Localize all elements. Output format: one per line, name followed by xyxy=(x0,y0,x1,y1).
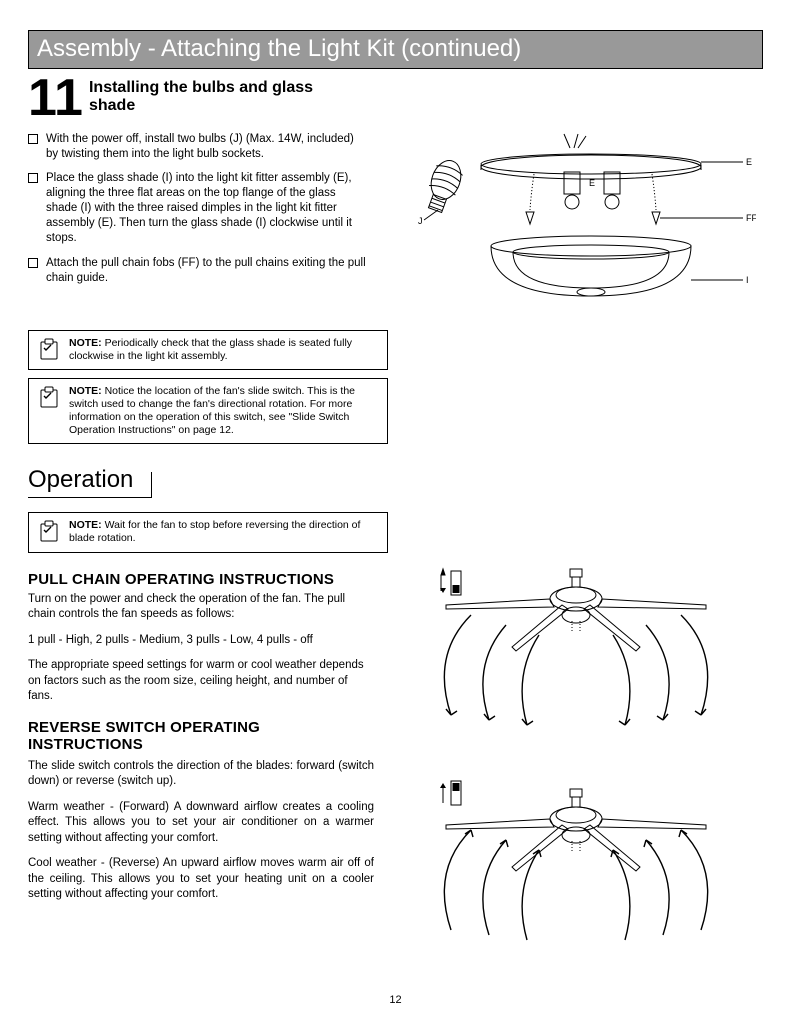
note-text: NOTE: Notice the location of the fan's s… xyxy=(69,385,379,438)
checklist-item: Attach the pull chain fobs (FF) to the p… xyxy=(46,256,368,286)
step-checklist: With the power off, install two bulbs (J… xyxy=(28,132,368,286)
subheading-pull-chain: PULL CHAIN OPERATING INSTRUCTIONS xyxy=(28,571,374,588)
fan-forward-diagram xyxy=(411,565,741,745)
step-title: Installing the bulbs and glass shade xyxy=(89,75,319,116)
page-title-bar: Assembly - Attaching the Light Kit (cont… xyxy=(28,30,763,69)
body-text: Turn on the power and check the operatio… xyxy=(28,592,374,623)
body-text: The appropriate speed settings for warm … xyxy=(28,658,374,705)
note-box: NOTE: Periodically check that the glass … xyxy=(28,330,388,370)
note-text: NOTE: Wait for the fan to stop before re… xyxy=(69,519,379,545)
note-box: NOTE: Wait for the fan to stop before re… xyxy=(28,512,388,552)
diagram-label-j: J xyxy=(418,216,423,226)
diagram-label-e: E xyxy=(746,157,752,167)
body-text: 1 pull - High, 2 pulls - Medium, 3 pulls… xyxy=(28,633,374,649)
subheading-reverse: REVERSE SWITCH OPERATING INSTRUCTIONS xyxy=(28,719,374,753)
diagram-label-ff: FF xyxy=(746,213,756,223)
checklist-item: With the power off, install two bulbs (J… xyxy=(46,132,368,162)
checklist-item: Place the glass shade (I) into the light… xyxy=(46,171,368,246)
section-header-operation: Operation xyxy=(28,466,763,500)
diagram-label-i: I xyxy=(746,275,749,285)
light-kit-diagram: E FF I J E xyxy=(396,132,756,322)
step-number: 11 xyxy=(28,75,83,122)
note-text: NOTE: Periodically check that the glass … xyxy=(69,337,379,363)
note-box: NOTE: Notice the location of the fan's s… xyxy=(28,378,388,445)
clipboard-icon xyxy=(37,519,61,543)
page-number: 12 xyxy=(389,994,401,1006)
fan-reverse-diagram xyxy=(411,775,741,955)
body-text: Warm weather - (Forward) A downward airf… xyxy=(28,800,374,847)
clipboard-icon xyxy=(37,385,61,409)
body-text: Cool weather - (Reverse) An upward airfl… xyxy=(28,856,374,903)
step-header: 11 Installing the bulbs and glass shade xyxy=(28,75,763,122)
svg-text:E: E xyxy=(589,178,595,188)
body-text: The slide switch controls the direction … xyxy=(28,759,374,790)
clipboard-icon xyxy=(37,337,61,361)
